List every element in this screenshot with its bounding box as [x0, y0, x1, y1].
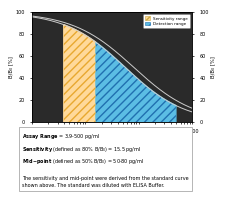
Text: $\bf{Assay\ Range}$ = 3.9-500 pg/ml
$\bf{Sensitivity}$ (defined as 80% B/B₀) = 1: $\bf{Assay\ Range}$ = 3.9-500 pg/ml $\bf…	[22, 132, 189, 188]
Legend: Sensitivity range, Detection range: Sensitivity range, Detection range	[143, 14, 190, 28]
Y-axis label: B/B₀ [%]: B/B₀ [%]	[211, 56, 216, 78]
Y-axis label: B/B₀ [%]: B/B₀ [%]	[9, 56, 14, 78]
Polygon shape	[96, 42, 176, 122]
X-axis label: Latanoprost [pg/ml]: Latanoprost [pg/ml]	[86, 136, 139, 141]
Polygon shape	[64, 25, 95, 122]
